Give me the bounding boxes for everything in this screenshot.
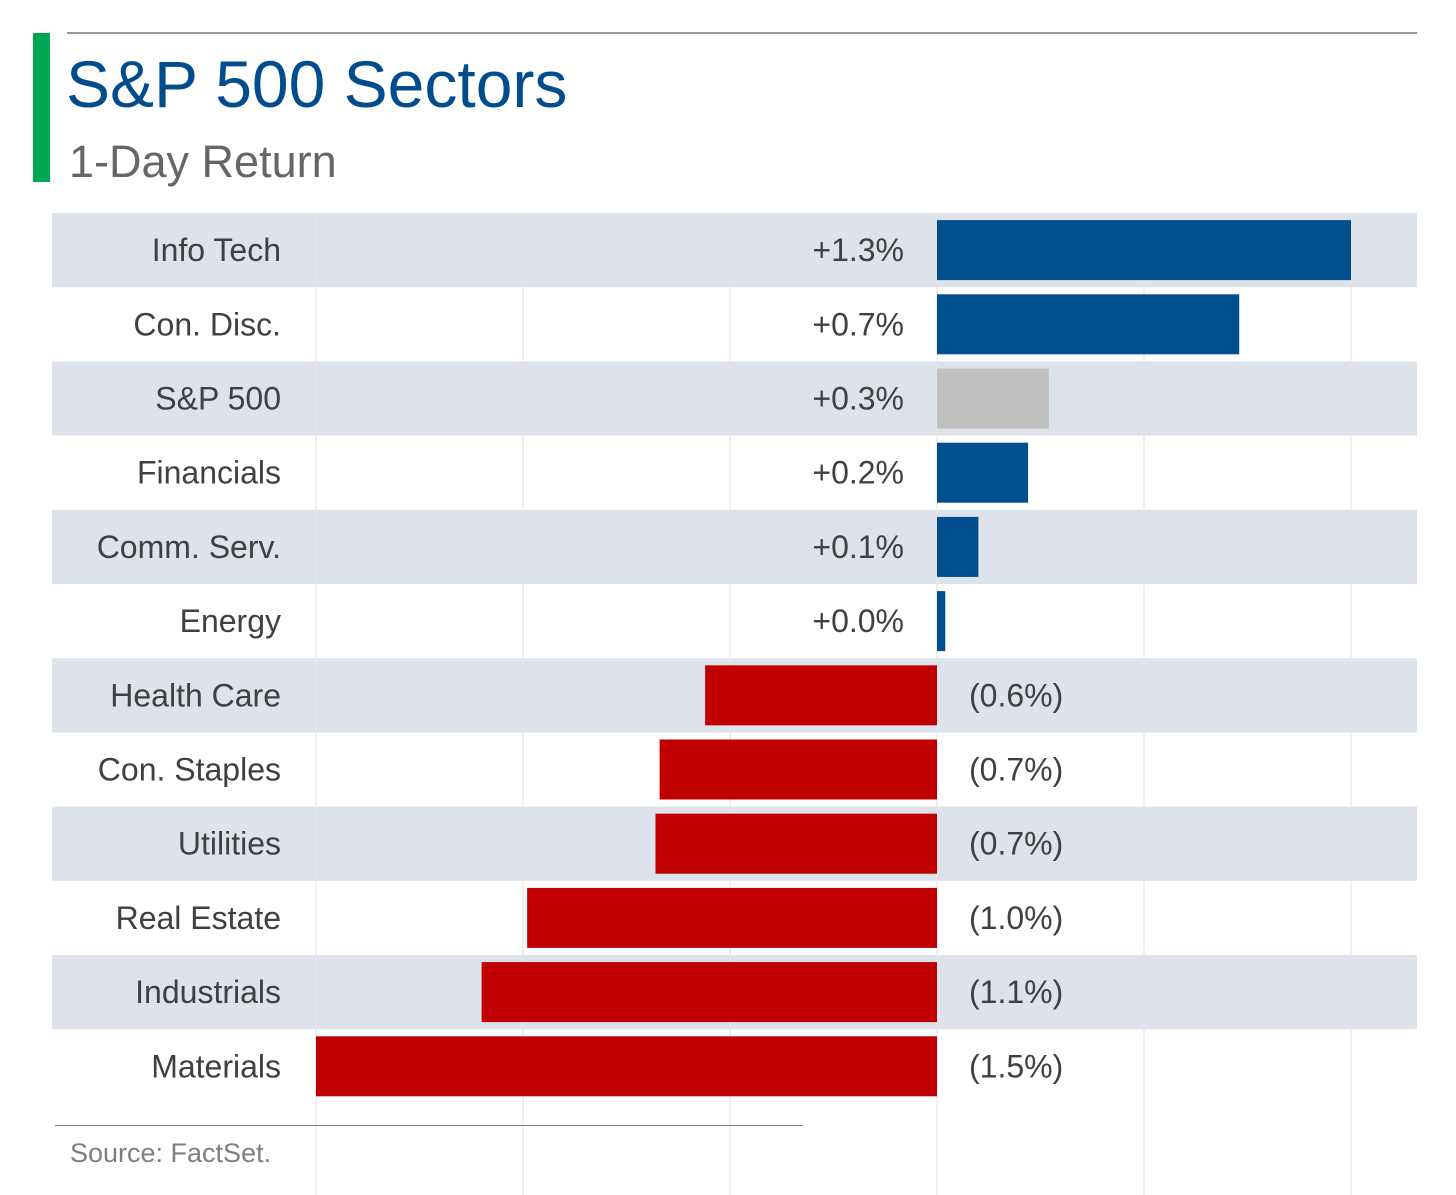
bar xyxy=(481,962,937,1023)
bar xyxy=(937,516,979,577)
data-label: (1.0%) xyxy=(969,900,1063,936)
data-label: +0.0% xyxy=(812,603,904,639)
bar xyxy=(937,368,1049,429)
bar xyxy=(937,294,1240,355)
top-rule xyxy=(67,32,1417,34)
source-note: Source: FactSet. xyxy=(70,1138,272,1168)
data-label: +0.1% xyxy=(812,529,904,565)
category-label: Info Tech xyxy=(152,232,281,268)
category-label: Con. Disc. xyxy=(133,306,281,342)
data-label: (0.7%) xyxy=(969,826,1063,862)
category-label: Health Care xyxy=(110,677,281,713)
bar xyxy=(659,739,937,800)
category-label: S&P 500 xyxy=(155,381,281,417)
bar xyxy=(705,665,937,726)
data-label: +0.3% xyxy=(812,381,904,417)
accent-bar xyxy=(33,33,50,182)
bar xyxy=(655,813,937,874)
data-label: +0.7% xyxy=(812,306,904,342)
category-label: Real Estate xyxy=(116,900,281,936)
category-label: Con. Staples xyxy=(98,752,281,788)
data-label: (1.5%) xyxy=(969,1048,1063,1084)
chart-subtitle: 1-Day Return xyxy=(69,136,337,187)
category-label: Industrials xyxy=(135,974,281,1010)
bar xyxy=(937,220,1351,281)
bar xyxy=(527,887,937,948)
category-label: Comm. Serv. xyxy=(97,529,281,565)
data-label: +1.3% xyxy=(812,232,904,268)
data-label: (1.1%) xyxy=(969,974,1063,1010)
data-label: (0.7%) xyxy=(969,752,1063,788)
data-label: +0.2% xyxy=(812,455,904,491)
category-label: Financials xyxy=(137,455,281,491)
row-band xyxy=(52,361,1417,436)
bar xyxy=(316,1036,937,1097)
category-label: Utilities xyxy=(178,826,281,862)
category-label: Materials xyxy=(151,1048,281,1084)
bar xyxy=(937,591,946,652)
source-rule xyxy=(55,1125,803,1126)
data-label: (0.6%) xyxy=(969,677,1063,713)
row-band xyxy=(52,509,1417,584)
category-label: Energy xyxy=(180,603,281,639)
bar xyxy=(937,442,1029,503)
chart-title: S&P 500 Sectors xyxy=(66,47,568,121)
